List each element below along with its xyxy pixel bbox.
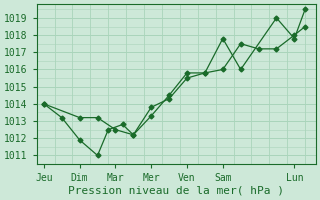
X-axis label: Pression niveau de la mer( hPa ): Pression niveau de la mer( hPa ) bbox=[68, 186, 284, 196]
